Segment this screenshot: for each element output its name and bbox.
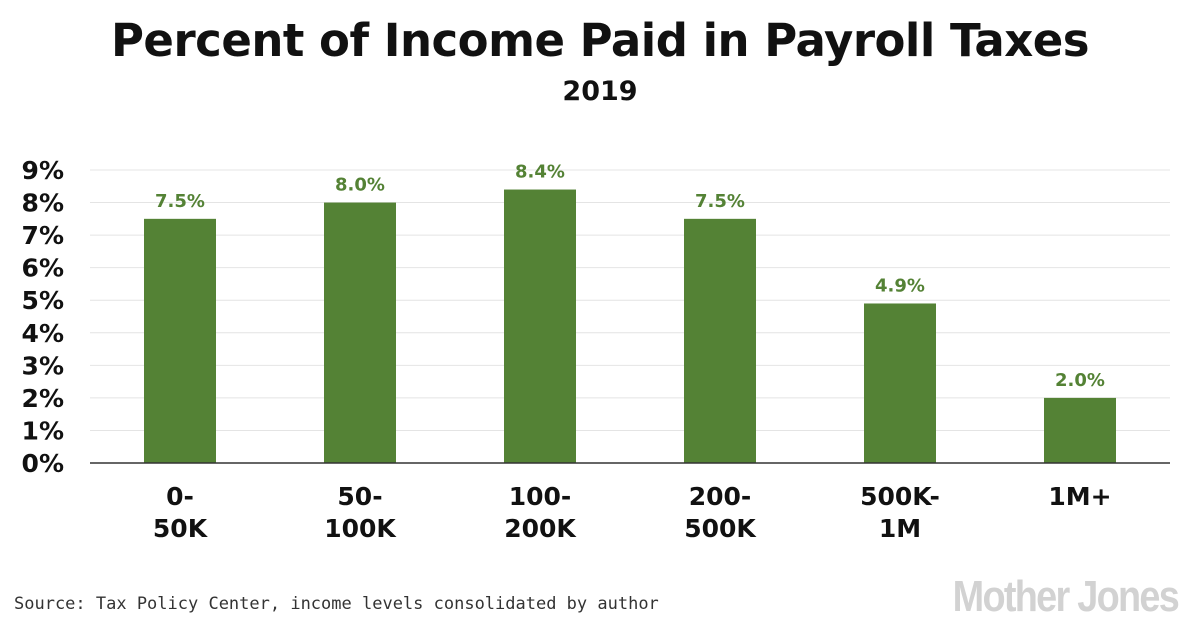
- source-note: Source: Tax Policy Center, income levels…: [14, 594, 659, 614]
- chart-subtitle: 2019: [562, 76, 638, 107]
- y-axis-ticks: 0% 1% 2% 3% 4% 5% 6% 7% 8% 9%: [22, 156, 64, 478]
- bar: [684, 218, 756, 463]
- bars: [144, 189, 1116, 464]
- x-tick-label: 200-: [689, 482, 752, 511]
- x-tick-label: 1M: [879, 514, 921, 543]
- chart-title: Percent of Income Paid in Payroll Taxes: [110, 14, 1090, 67]
- x-tick-label: 200K: [504, 514, 577, 543]
- gridlines: [90, 169, 1170, 431]
- data-label: 2.0%: [1055, 370, 1105, 391]
- x-tick-label: 500K-: [860, 482, 940, 511]
- x-tick-label: 0-: [166, 482, 194, 511]
- bar: [324, 202, 396, 464]
- y-tick-label: 4%: [22, 319, 64, 348]
- y-tick-label: 9%: [22, 156, 64, 185]
- x-tick-label: 50K: [153, 514, 209, 543]
- brand-logo: Mother Jones: [952, 572, 1180, 621]
- y-tick-label: 8%: [22, 189, 64, 218]
- data-labels: 7.5% 8.0% 8.4% 7.5% 4.9% 2.0%: [155, 162, 1105, 391]
- x-tick-label: 500K: [684, 514, 757, 543]
- y-tick-label: 2%: [22, 384, 64, 413]
- data-label: 7.5%: [155, 191, 205, 212]
- y-tick-label: 1%: [22, 416, 64, 445]
- bar: [1044, 397, 1116, 463]
- x-tick-label: 50-: [337, 482, 382, 511]
- data-label: 4.9%: [875, 275, 925, 296]
- y-tick-label: 7%: [22, 221, 64, 250]
- bar: [864, 303, 936, 463]
- bar: [144, 218, 216, 463]
- data-label: 7.5%: [695, 191, 745, 212]
- x-tick-label: 100K: [324, 514, 397, 543]
- y-tick-label: 0%: [22, 449, 64, 478]
- y-tick-label: 5%: [22, 286, 64, 315]
- data-label: 8.0%: [335, 175, 385, 196]
- data-label: 8.4%: [515, 162, 565, 183]
- x-axis-ticks: 0- 50K 50- 100K 100- 200K 200- 500K 500K- 1M 1M+: [153, 482, 1112, 543]
- y-tick-label: 3%: [22, 351, 64, 380]
- x-tick-label: 100-: [509, 482, 572, 511]
- x-tick-label: 1M+: [1048, 482, 1111, 511]
- y-tick-label: 6%: [22, 254, 64, 283]
- bar: [504, 189, 576, 464]
